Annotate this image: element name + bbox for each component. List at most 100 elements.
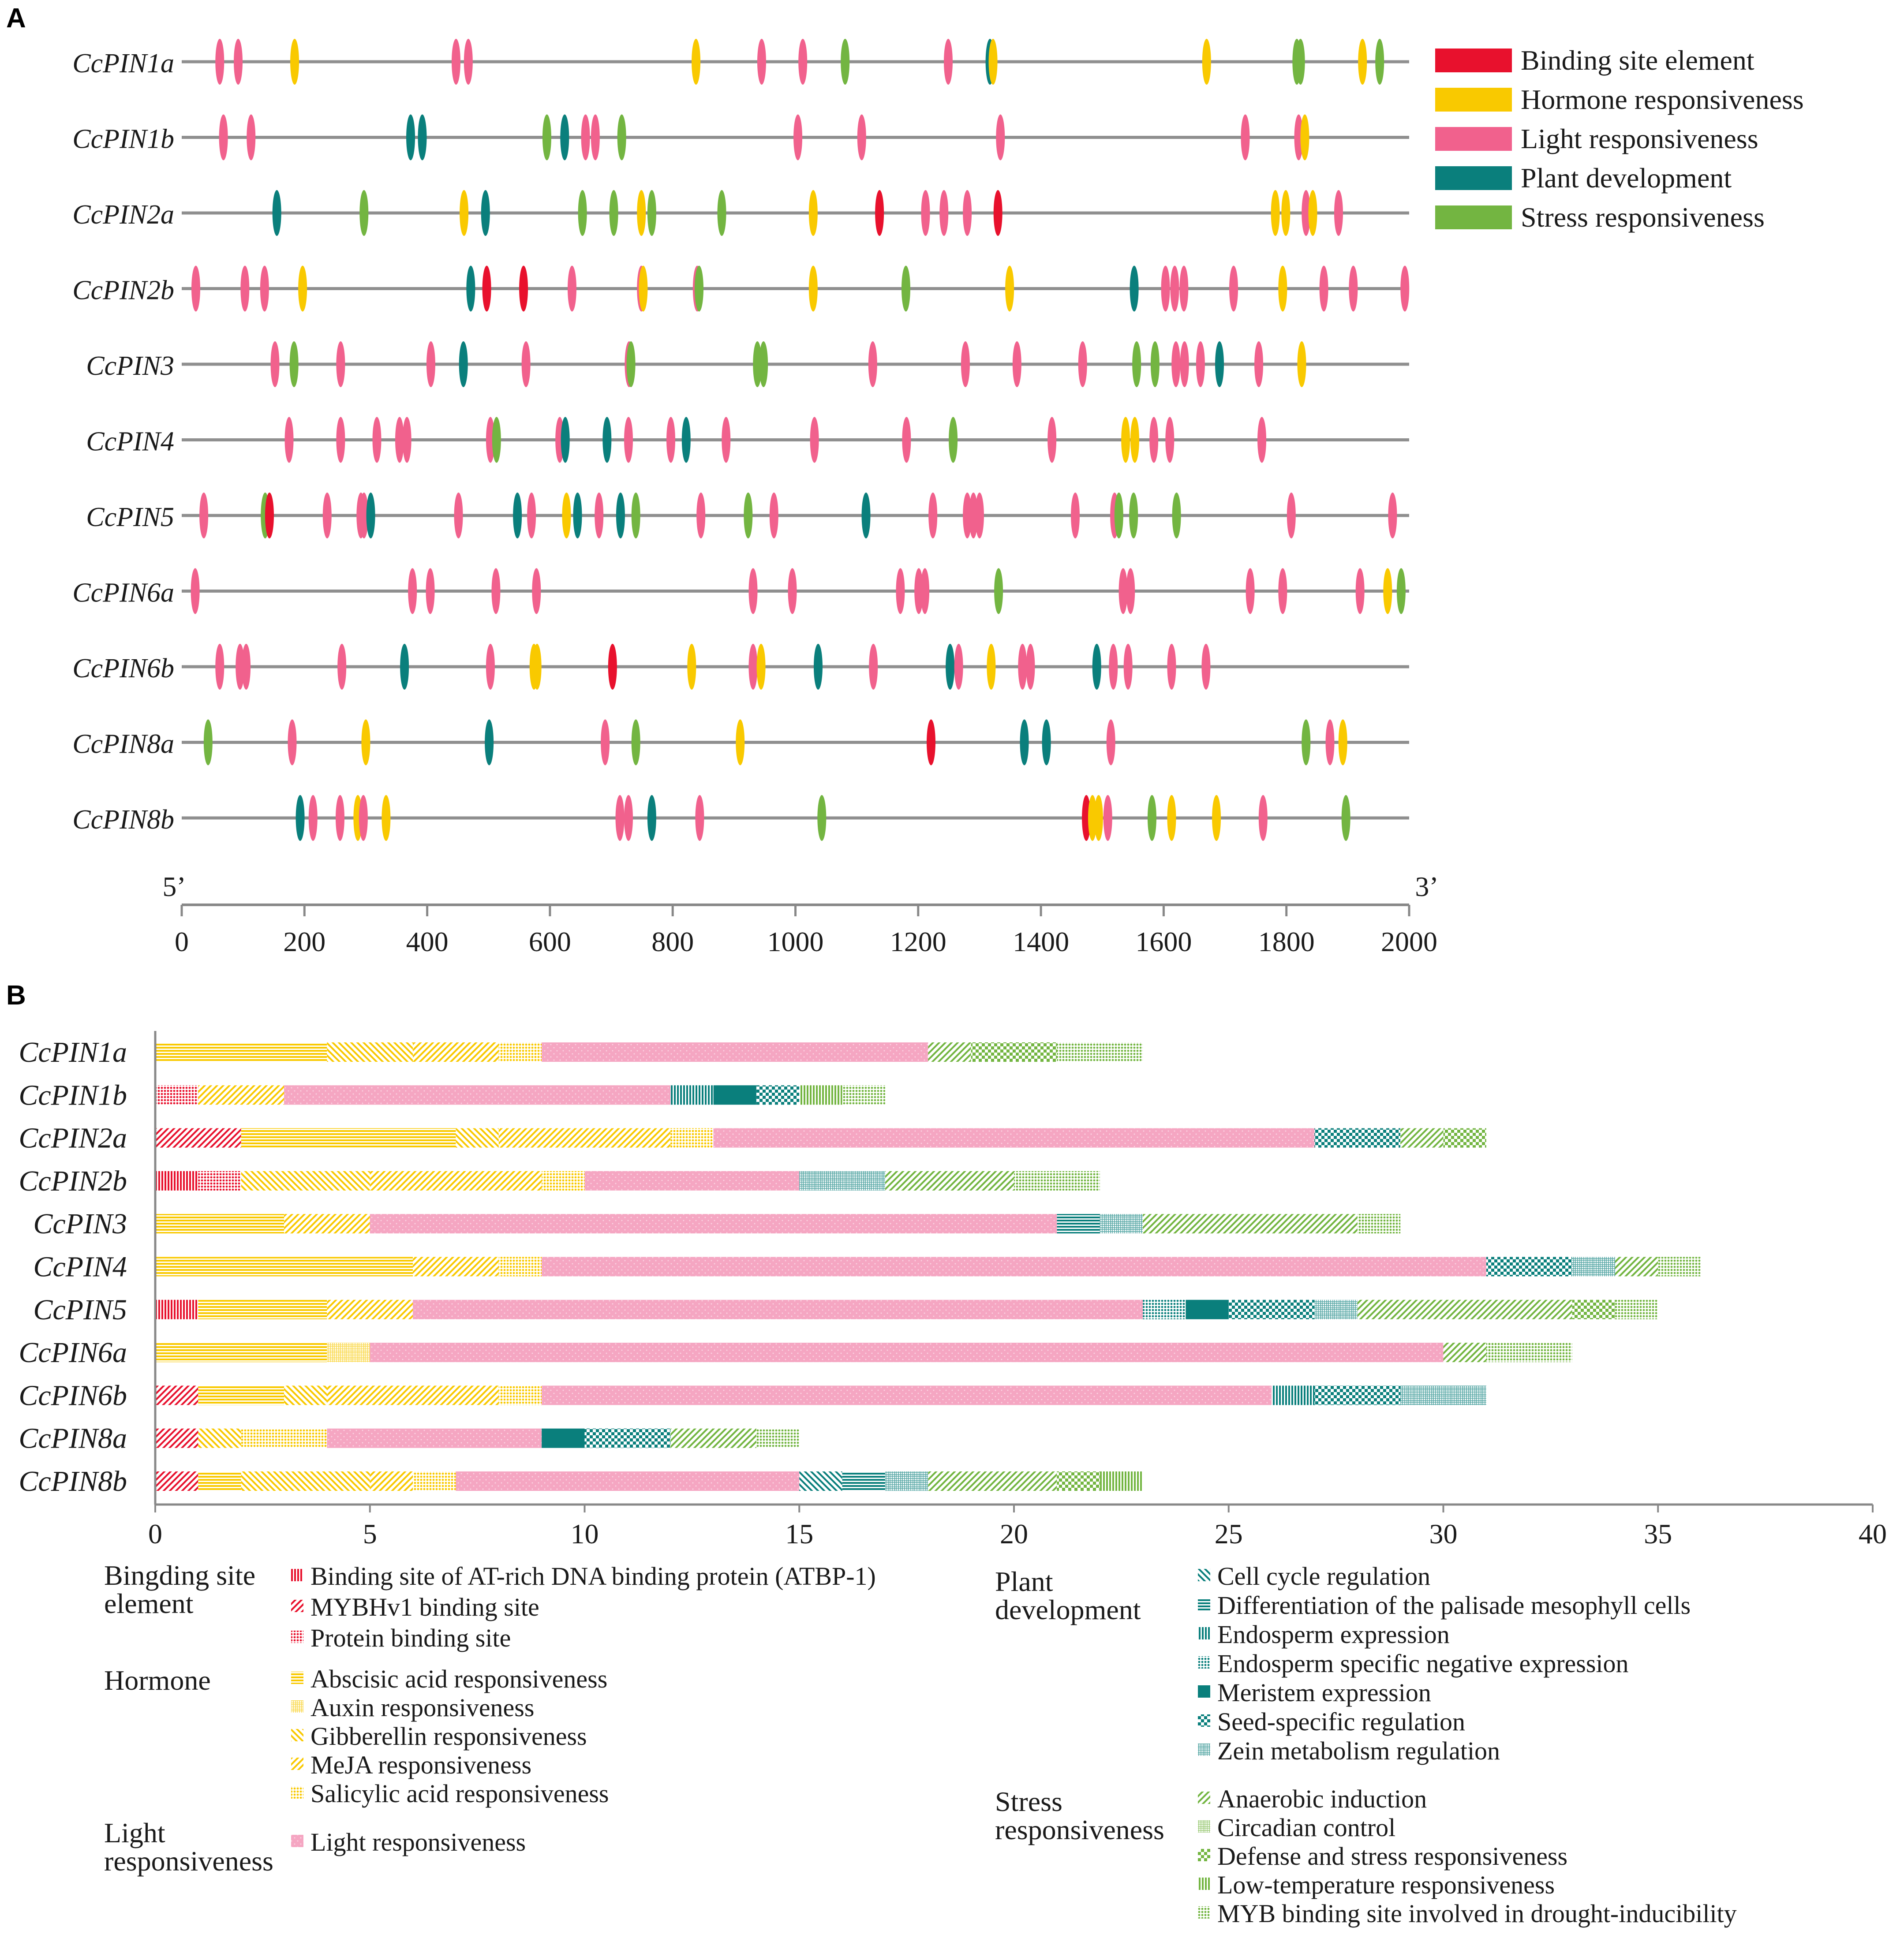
element-marker-stress xyxy=(289,341,299,387)
element-marker-light xyxy=(1118,568,1128,614)
bar-segment-light xyxy=(713,1128,1315,1148)
bar-segment-meja xyxy=(498,1128,671,1148)
element-marker-light xyxy=(426,341,435,387)
element-marker-light xyxy=(1012,341,1021,387)
element-marker-plant xyxy=(602,417,612,463)
element-marker-hormone xyxy=(361,719,370,765)
element-marker-plant xyxy=(466,265,475,312)
legend-item-label: Low-temperature responsiveness xyxy=(1217,1871,1555,1899)
bar-segment-myb xyxy=(756,1428,800,1448)
element-marker-light xyxy=(1302,190,1311,236)
element-marker-stress xyxy=(759,341,768,387)
element-marker-light xyxy=(1171,341,1181,387)
bar-segment-myb xyxy=(1014,1171,1100,1191)
element-marker-hormone xyxy=(532,644,542,690)
element-marker-hormone xyxy=(298,265,307,312)
element-marker-light xyxy=(793,114,803,161)
element-marker-stress xyxy=(578,190,587,236)
element-marker-hormone xyxy=(988,39,998,85)
element-marker-light xyxy=(595,493,604,538)
element-marker-stress xyxy=(817,795,827,841)
bar-segment-anaerobic xyxy=(1400,1128,1444,1148)
element-marker-light xyxy=(963,190,972,236)
element-marker-plant xyxy=(1130,265,1139,312)
tick-label: 30 xyxy=(1429,1518,1458,1549)
element-marker-binding xyxy=(519,265,528,312)
bar-segment-protein xyxy=(198,1171,241,1191)
element-marker-light xyxy=(234,39,243,85)
element-marker-binding xyxy=(927,719,936,765)
element-marker-light xyxy=(810,417,819,463)
bar-segment-ga xyxy=(456,1128,499,1148)
element-marker-light xyxy=(1294,114,1303,161)
element-marker-light xyxy=(337,644,347,690)
legend-label: Binding site element xyxy=(1521,45,1754,76)
bar-segment-anaerobic xyxy=(1443,1343,1486,1363)
bar-segment-myb xyxy=(1658,1257,1701,1277)
bar-segment-anaerobic xyxy=(928,1042,971,1062)
bar-segment-light xyxy=(542,1257,1486,1277)
element-marker-light xyxy=(1126,568,1135,614)
legend-swatch-plant xyxy=(1435,166,1512,190)
bar-segment-myb xyxy=(842,1085,885,1105)
element-marker-plant xyxy=(616,493,625,538)
bar-segment-light xyxy=(327,1428,542,1448)
element-marker-plant xyxy=(406,114,415,161)
tick-label: 1800 xyxy=(1258,926,1315,957)
element-marker-plant xyxy=(1042,719,1051,765)
element-marker-light xyxy=(426,568,435,614)
stacked-bars: CcPIN1a CcPIN1b CcPIN2a CcPIN2b CcPIN3 CcPIN4… xyxy=(19,1036,1701,1497)
tick-label: 1200 xyxy=(890,926,946,957)
element-marker-light xyxy=(624,795,633,841)
legend-swatch-meristem xyxy=(1198,1685,1210,1698)
element-marker-hormone xyxy=(687,644,696,690)
bar-segment-seed xyxy=(756,1085,800,1105)
element-marker-plant xyxy=(366,493,375,538)
bar-segment-endosperm xyxy=(1272,1385,1315,1405)
element-marker-light xyxy=(1161,265,1170,312)
legend-label: Light responsiveness xyxy=(1521,123,1758,154)
legend-swatch-light xyxy=(1435,127,1512,151)
tick-label: 15 xyxy=(785,1518,813,1549)
element-marker-light xyxy=(288,719,297,765)
bar-segment-zein xyxy=(1572,1257,1615,1277)
element-marker-light xyxy=(1018,644,1027,690)
element-marker-light xyxy=(408,568,417,614)
legend-group-title: Hormone xyxy=(104,1665,211,1696)
gene-track: CcPIN3 xyxy=(86,341,1409,387)
element-marker-light xyxy=(1170,265,1179,312)
bar-category-label: CcPIN2a xyxy=(19,1122,127,1154)
gene-tracks: CcPIN1a CcPIN1b CcPIN2a CcPIN2b CcPIN3 CcPIN4… xyxy=(72,39,1410,841)
panel-a-legend: Binding site element Hormone responsivene… xyxy=(1435,45,1804,233)
element-marker-plant xyxy=(681,417,691,463)
bar-segment-meja xyxy=(327,1299,413,1319)
gene-label: CcPIN1a xyxy=(72,49,174,78)
gene-track: CcPIN8a xyxy=(72,719,1409,765)
bar-category-label: CcPIN6b xyxy=(19,1379,127,1411)
bar-segment-atbp1 xyxy=(155,1171,198,1191)
panel-a-x-axis: 0 200 400 600 800 1000 1200 1400 1600 1800 2000 5’ 3… xyxy=(162,871,1438,957)
element-marker-stress xyxy=(609,190,618,236)
tick-label: 10 xyxy=(571,1518,599,1549)
element-marker-hormone xyxy=(1094,795,1103,841)
element-marker-hormone xyxy=(1358,39,1367,85)
element-marker-hormone xyxy=(1281,190,1291,236)
element-marker-light xyxy=(914,568,924,614)
element-marker-light xyxy=(969,493,978,538)
element-marker-plant xyxy=(861,493,871,538)
element-marker-stress xyxy=(492,417,501,463)
bar-segment-mybhv1 xyxy=(155,1471,198,1491)
bar-segment-ga xyxy=(241,1471,370,1491)
gene-label: CcPIN3 xyxy=(86,351,174,381)
bar-segment-meja xyxy=(198,1085,284,1105)
gene-label: CcPIN5 xyxy=(86,502,174,532)
bar-segment-meja xyxy=(413,1042,499,1062)
element-marker-light xyxy=(1257,417,1267,463)
element-marker-light xyxy=(591,114,600,161)
element-marker-light xyxy=(260,265,269,312)
gene-track: CcPIN2a xyxy=(72,190,1409,236)
bar-segment-zein xyxy=(1400,1385,1486,1405)
element-marker-stress xyxy=(1375,39,1384,85)
bar-segment-aba xyxy=(198,1471,241,1491)
bar-segment-zein xyxy=(1314,1299,1358,1319)
